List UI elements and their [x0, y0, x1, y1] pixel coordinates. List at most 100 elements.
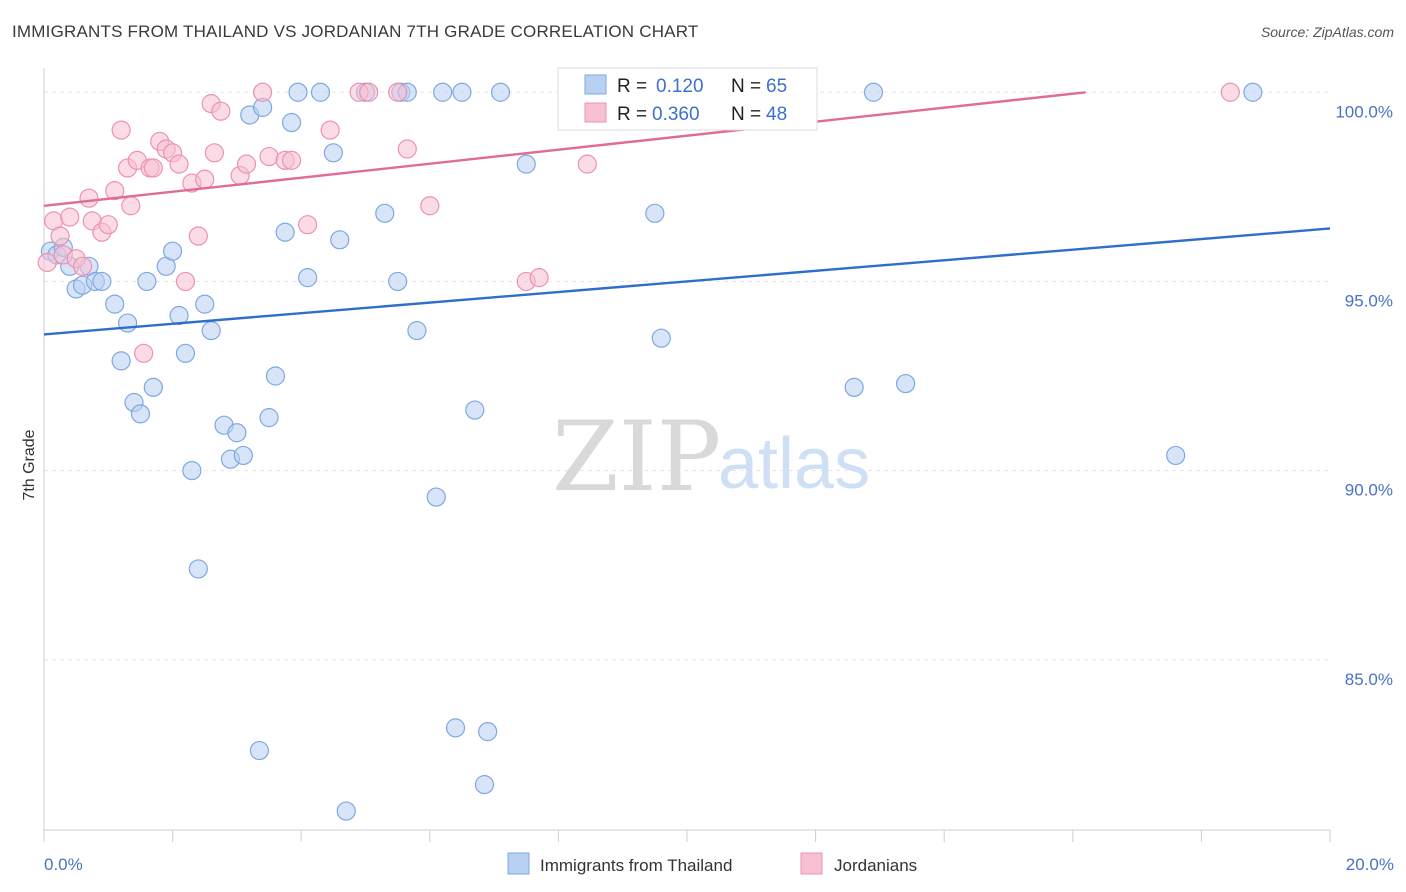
point-thailand — [896, 373, 916, 394]
stats-n-label-2: N = — [731, 104, 761, 125]
point-thailand — [259, 408, 279, 428]
point-thailand — [201, 321, 221, 341]
point-thailand — [130, 404, 151, 424]
legend-label-thailand: Immigrants from Thailand — [540, 856, 732, 875]
source-credit: Source: ZipAtlas.com — [1260, 24, 1394, 40]
stats-r-label-1: R = — [617, 76, 647, 97]
point-jordan — [98, 215, 118, 235]
point-thailand — [1243, 82, 1263, 102]
series-legend: Immigrants from Thailand Jordanians — [507, 852, 917, 875]
point-jordan — [1220, 82, 1240, 102]
point-jordan — [134, 343, 154, 363]
legend-swatch-thailand — [507, 852, 530, 875]
point-thailand — [288, 82, 308, 102]
x-tick-labels: 0.0% 20.0% — [44, 855, 1394, 874]
point-thailand — [516, 154, 536, 174]
point-thailand — [188, 559, 208, 579]
point-thailand — [465, 400, 485, 420]
x-tick-min: 0.0% — [44, 855, 83, 874]
stats-r-value-1: 0.120 — [656, 76, 704, 97]
point-thailand — [182, 460, 202, 481]
point-thailand — [143, 377, 163, 397]
point-thailand — [275, 222, 295, 242]
point-jordan — [204, 143, 224, 163]
point-jordan — [320, 120, 340, 140]
point-thailand — [1166, 445, 1186, 466]
point-thailand — [281, 112, 302, 133]
point-jordan — [388, 82, 408, 102]
point-thailand — [863, 82, 884, 102]
point-thailand — [92, 271, 112, 292]
point-thailand — [298, 268, 318, 288]
point-thailand — [111, 351, 131, 371]
stats-legend: R = 0.120 N = 65 R = 0.360 N = 48 — [557, 67, 818, 131]
point-thailand — [310, 82, 331, 102]
point-jordan — [529, 268, 549, 288]
x-tick-max: 20.0% — [1346, 855, 1394, 874]
y-tick-label: 100.0% — [1335, 102, 1393, 121]
point-thailand — [195, 294, 215, 314]
point-thailand — [478, 722, 498, 742]
point-thailand — [233, 445, 253, 466]
stats-n-label-1: N = — [731, 76, 761, 97]
point-jordan — [577, 154, 597, 174]
point-jordan — [79, 188, 99, 208]
point-thailand — [117, 313, 138, 333]
point-thailand — [163, 241, 183, 261]
y-axis-label: 7th Grade — [21, 429, 38, 500]
watermark-atlas: atlas — [718, 424, 870, 504]
point-thailand — [175, 343, 196, 363]
point-thailand — [844, 377, 864, 397]
point-jordan — [121, 196, 141, 216]
point-jordan — [253, 82, 273, 102]
point-jordan — [105, 181, 125, 201]
trend-lines — [43, 91, 1331, 336]
point-thailand — [645, 203, 665, 223]
point-thailand — [169, 305, 189, 326]
stats-swatch-thailand — [584, 74, 607, 95]
point-thailand — [249, 740, 270, 761]
point-jordan — [50, 226, 70, 246]
point-thailand — [474, 775, 495, 795]
point-jordan — [211, 101, 231, 121]
point-thailand — [137, 271, 157, 292]
y-tick-labels: 85.0% 90.0% 95.0% 100.0% — [1335, 102, 1393, 688]
stats-n-value-2: 48 — [766, 104, 787, 125]
watermark-zip: ZIP — [552, 401, 721, 513]
legend-swatch-jordan — [800, 852, 823, 875]
point-thailand — [105, 294, 125, 314]
legend-label-jordan: Jordanians — [834, 856, 917, 875]
point-jordan — [72, 256, 93, 276]
point-jordan — [37, 252, 57, 273]
point-thailand — [651, 328, 671, 348]
y-tick-label: 95.0% — [1345, 291, 1393, 310]
stats-n-value-1: 65 — [766, 76, 787, 97]
point-jordan — [397, 139, 417, 159]
y-tick-label: 90.0% — [1345, 481, 1393, 500]
point-thailand — [330, 230, 350, 250]
point-jordan — [420, 196, 440, 216]
series-thailand-points — [40, 82, 1263, 821]
point-jordan — [359, 82, 379, 102]
point-thailand — [265, 366, 286, 386]
stats-r-value-2: 0.360 — [652, 104, 700, 125]
point-jordan — [188, 226, 208, 246]
point-jordan — [259, 146, 279, 167]
chart-title: IMMIGRANTS FROM THAILAND VS JORDANIAN 7T… — [12, 22, 699, 41]
trend-line-thailand — [43, 227, 1331, 336]
point-jordan — [143, 158, 163, 178]
point-thailand — [490, 82, 511, 102]
point-thailand — [375, 203, 395, 223]
point-jordan — [195, 169, 215, 189]
stats-swatch-jordan — [584, 102, 607, 123]
point-thailand — [433, 82, 453, 102]
point-jordan — [236, 154, 257, 174]
point-jordan — [60, 207, 80, 227]
point-thailand — [426, 487, 446, 507]
point-jordan — [298, 215, 318, 235]
point-thailand — [407, 321, 427, 341]
axes — [43, 68, 1331, 842]
point-jordan — [111, 120, 131, 140]
trend-line-jordan — [43, 91, 1086, 207]
